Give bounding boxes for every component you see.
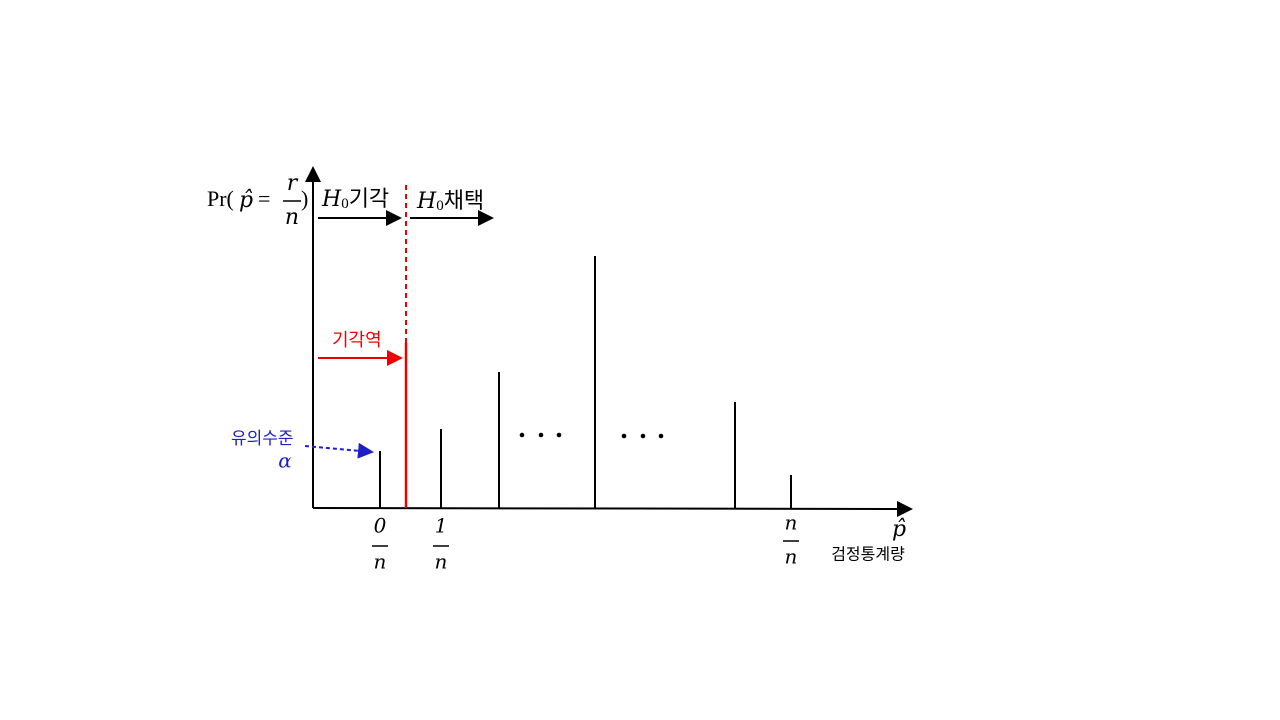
- significance-label: 유의수준: [231, 429, 294, 449]
- tick-numerator: 1: [435, 514, 448, 538]
- tick-numerator: 0: [374, 514, 387, 538]
- subscript: 0: [436, 198, 444, 214]
- significance-symbol: α: [278, 449, 292, 473]
- x-axis-symbol: p̂: [892, 517, 906, 542]
- text: 기각: [349, 187, 389, 212]
- tick-numerator: n: [785, 511, 798, 535]
- label-hat: p̂: [239, 188, 253, 213]
- label-equals: =: [258, 186, 270, 211]
- symbol: H: [416, 189, 437, 214]
- bars: [379, 256, 792, 508]
- tick-denominator: n: [785, 545, 798, 569]
- subscript: 0: [341, 196, 349, 212]
- significance-arrow: [304, 442, 374, 459]
- accept-label: H0채택: [416, 189, 484, 214]
- text: 채택: [444, 189, 484, 214]
- x-axis-label: 검정통계량: [831, 545, 905, 564]
- ellipsis: [519, 432, 664, 439]
- tick-denominator: n: [435, 550, 448, 574]
- x-tick-labels: 0 n 1 n n n: [372, 511, 799, 574]
- label-numerator: r: [287, 171, 299, 196]
- y-axis-label: Pr( p̂ = r n ): [207, 171, 308, 230]
- x-axis: [312, 500, 913, 517]
- label-left: Pr(: [207, 186, 234, 211]
- label-right: ): [301, 186, 308, 211]
- symbol: H: [321, 187, 342, 212]
- label-denominator: n: [285, 205, 299, 230]
- reject-label: H0기각: [321, 187, 389, 212]
- critical-region-label: 기각역: [332, 330, 382, 351]
- tick-denominator: n: [374, 550, 387, 574]
